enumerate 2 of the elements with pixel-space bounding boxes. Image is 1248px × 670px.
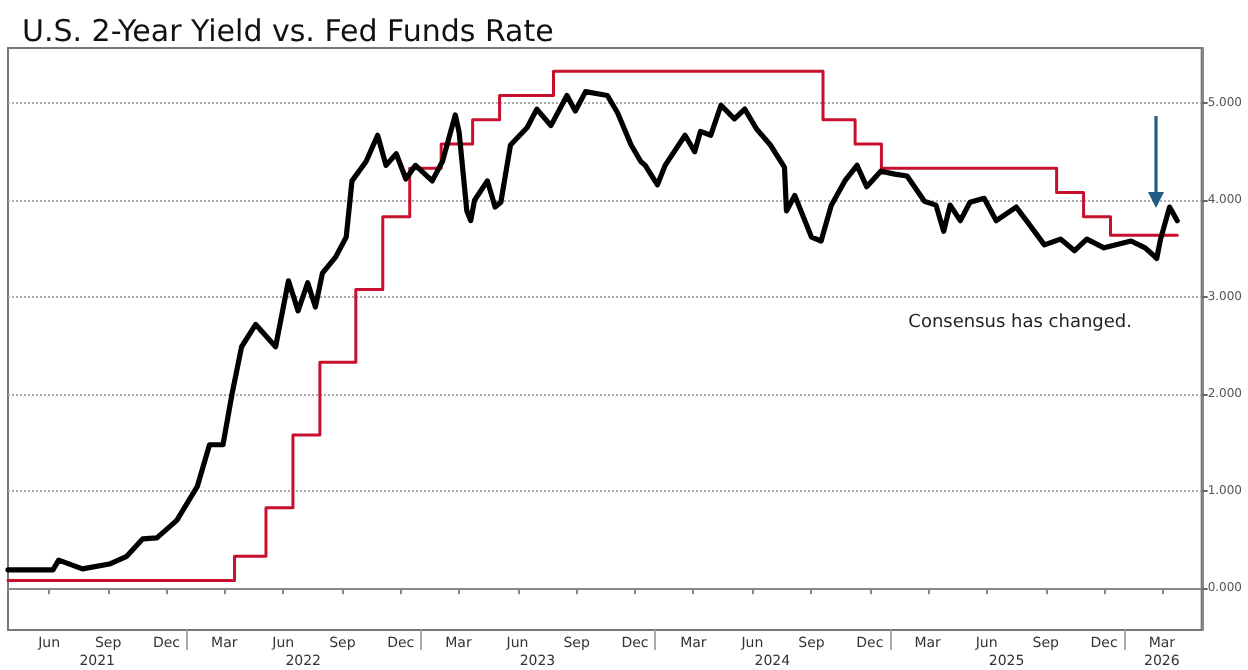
annotation: Consensus has changed. [908, 313, 1133, 333]
chart-title: U.S. 2-Year Yield vs. Fed Funds Rate [22, 13, 554, 49]
